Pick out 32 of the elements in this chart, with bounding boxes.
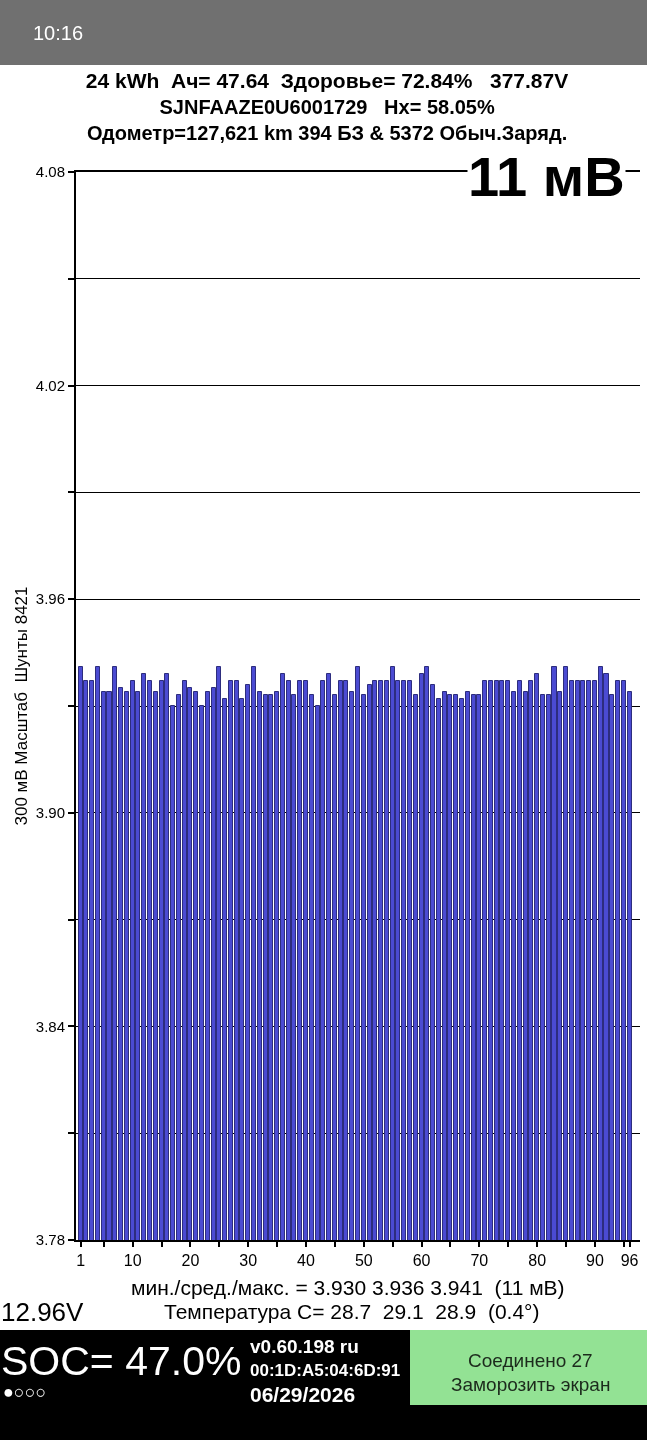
text: 10:16	[33, 22, 84, 44]
text: Соединено 27	[468, 1350, 593, 1371]
text: 00:1D:A5:04:6D:91	[250, 1361, 401, 1380]
text: 12.96V	[1, 1297, 85, 1327]
chart-title: 24 kWh Ач= 47.64 Здоровье= 72.84% 377.87V	[85, 69, 569, 93]
text: 06/29/2026	[250, 1383, 356, 1406]
x-tick-label: 10	[123, 1252, 142, 1270]
y-tick-label: 4.08	[35, 163, 65, 181]
y-tick-label: 4.02	[35, 376, 65, 394]
x-tick-label: 70	[470, 1252, 489, 1270]
y-tick-label: 3.90	[35, 804, 65, 822]
x-tick-label: 50	[354, 1252, 373, 1270]
annotation: 11 мВ	[468, 145, 625, 208]
x-tick-label: 30	[239, 1252, 258, 1270]
y-axis-title: 300 мВ Масштаб Шунты 8421	[11, 586, 31, 826]
text: Заморозить экран	[451, 1374, 611, 1395]
y-tick-label: 3.78	[35, 1231, 65, 1249]
text: ●○○○	[3, 1382, 47, 1402]
chart-subtitle: SJNFAAZE0U6001729 Hx= 58.05% Одометр=127,621 km 394 БЗ & 5372 Обыч.Заряд.	[87, 96, 568, 144]
text: SOC= 47.0%	[1, 1338, 242, 1384]
x-tick-label: 20	[181, 1252, 200, 1270]
y-tick-label: 3.84	[35, 1017, 65, 1035]
text: Температура С= 28.7 29.1 28.9 (0.4°)	[164, 1300, 540, 1323]
text: v0.60.198 ru	[250, 1336, 359, 1357]
x-tick-label: 96	[620, 1252, 639, 1270]
y-tick-label: 3.96	[35, 590, 65, 608]
text: мин./сред./макс. = 3.930 3.936 3.941 (11 мВ)	[131, 1276, 565, 1299]
x-tick-label: 1	[76, 1252, 86, 1270]
x-tick-label: 40	[297, 1252, 315, 1270]
x-tick-label: 60	[412, 1252, 431, 1270]
x-tick-label: 90	[586, 1252, 604, 1270]
x-tick-label: 80	[528, 1252, 547, 1270]
